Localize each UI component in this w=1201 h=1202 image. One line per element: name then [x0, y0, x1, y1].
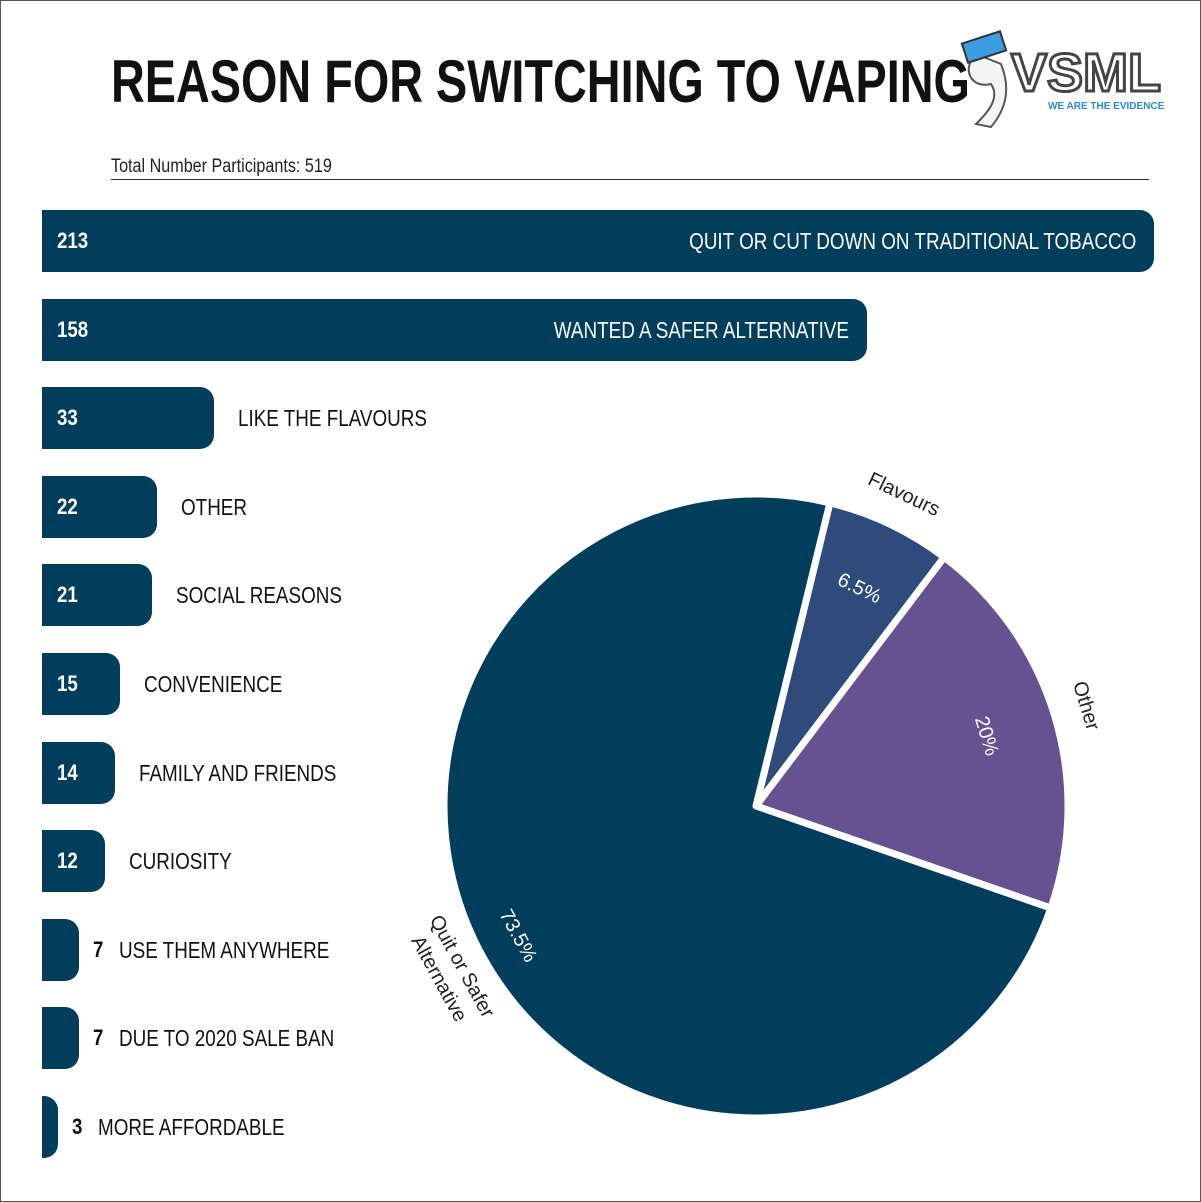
bar-value: 22: [57, 493, 78, 519]
bar-value: 12: [57, 848, 78, 874]
bar-value: 158: [57, 316, 89, 342]
bar-label: WANTED A SAFER ALTERNATIVE: [553, 316, 849, 343]
divider: [111, 179, 1149, 180]
ribbon-icon: [967, 52, 1008, 129]
bar-value: 14: [57, 759, 78, 785]
pie-category-label: Flavours: [864, 468, 943, 521]
bar-value: 33: [57, 405, 78, 431]
bar: [42, 918, 79, 981]
bar-value: 15: [57, 671, 78, 696]
page-title: REASON FOR SWITCHING TO VAPING: [111, 48, 970, 115]
bar-label: SOCIAL REASONS: [175, 582, 342, 609]
bar-value: 7: [92, 1025, 103, 1051]
bar-label: CONVENIENCE: [144, 671, 283, 697]
pie-slice: [440, 490, 1055, 1122]
bar: [42, 298, 867, 361]
bar-label: CURIOSITY: [128, 848, 232, 875]
bar: [42, 741, 116, 804]
bar-value: 21: [57, 582, 78, 608]
bar-label: QUIT OR CUT DOWN ON TRADITIONAL TOBACCO: [688, 228, 1136, 254]
bar-label: DUE TO 2020 SALE BAN: [118, 1025, 334, 1052]
bar: [42, 475, 157, 538]
bar: [42, 210, 1154, 272]
bar-value: 213: [57, 228, 89, 253]
bar-label: OTHER: [180, 493, 247, 520]
bar-label: FAMILY AND FRIENDS: [139, 759, 337, 786]
bar: [42, 1096, 58, 1158]
bar-label: LIKE THE FLAVOURS: [238, 405, 428, 432]
bar-label: MORE AFFORDABLE: [97, 1114, 285, 1140]
bar: [42, 830, 105, 893]
pie-slice: [752, 553, 1072, 912]
bar: [42, 387, 215, 450]
bar: [42, 1007, 79, 1070]
bar: [42, 653, 121, 715]
bar-label: USE THEM ANYWHERE: [118, 936, 329, 963]
bar-value: 3: [71, 1114, 83, 1139]
bar-value: 7: [92, 936, 103, 962]
participants-count: Total Number Participants: 519: [111, 156, 332, 177]
logo-tagline: WE ARE THE EVIDENCE: [1048, 101, 1165, 112]
pie-category-label: Other: [1068, 679, 1104, 734]
ribbon-band-icon: [960, 30, 1008, 64]
logo-text: VSML: [1011, 43, 1161, 103]
bar: [42, 564, 152, 627]
vsml-logo: VSML WE ARE THE EVIDENCE: [960, 30, 1165, 129]
